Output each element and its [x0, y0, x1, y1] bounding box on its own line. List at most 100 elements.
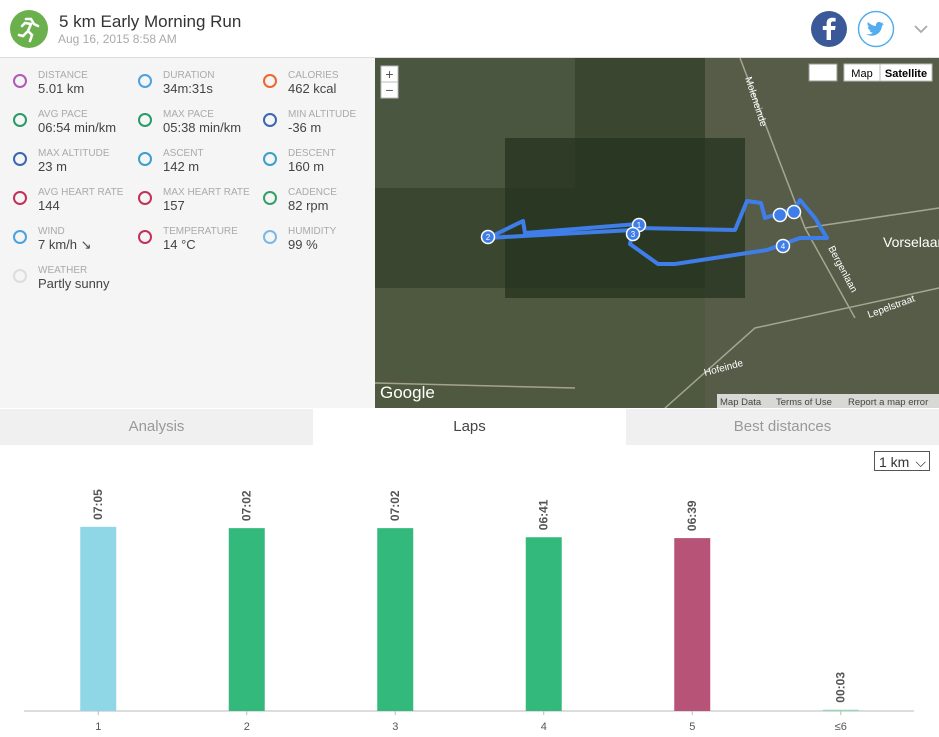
lap-unit-value: 1 km: [879, 454, 910, 470]
value-label: 06:39: [685, 500, 699, 531]
header-graphics: 5 km Early Morning Run Aug 16, 2015 8:58…: [10, 10, 928, 48]
map-type-label: Map: [851, 68, 872, 80]
value-label: 00:03: [834, 672, 848, 703]
stat-label: ASCENT: [163, 148, 204, 159]
stat-label: DURATION: [163, 70, 215, 81]
stat-value: 462 kcal: [288, 81, 337, 96]
stat-value: 14 °C: [163, 237, 196, 252]
tab[interactable]: Best distances: [733, 418, 832, 435]
map-forest: [505, 138, 745, 298]
map-toggle: [808, 63, 838, 82]
stat-icon: [13, 269, 27, 283]
tab[interactable]: Laps: [313, 409, 626, 445]
facebook-glyph: [822, 17, 836, 40]
stat-value: 7 km/h ↘: [38, 237, 92, 252]
stat-value: 82 rpm: [288, 198, 329, 213]
route-marker: [775, 238, 791, 254]
x-tick-label: 2: [244, 721, 250, 733]
route-marker-label: 1: [637, 221, 642, 230]
stat-label: MAX PACE: [163, 109, 214, 120]
map-type-label: Satellite: [885, 68, 927, 80]
stat-label: CALORIES: [288, 70, 339, 81]
stat-icon: [138, 230, 152, 244]
bar: [80, 526, 117, 711]
tabs: Analysis Laps Best distances: [0, 409, 939, 445]
x-tick-label: 3: [392, 721, 398, 733]
laps-chart: 1 07:05 2 07:02 3 07:02 4 06:41 5 06:39 ≤6 00:03: [24, 489, 914, 733]
pin-marker: [786, 204, 802, 220]
stat-value: 23 m: [38, 159, 67, 174]
x-tick-label: 4: [541, 721, 547, 733]
tab[interactable]: Analysis: [128, 418, 185, 435]
map-logo: Google: [380, 383, 435, 402]
map-road: [375, 58, 939, 408]
stat-icon: [13, 113, 27, 127]
stat-label: DISTANCE: [38, 70, 88, 81]
value-label: 07:02: [388, 490, 402, 521]
stat-value: 05:38 min/km: [163, 120, 242, 135]
stat-icon: [13, 152, 27, 166]
value-label: 07:02: [240, 490, 254, 521]
map[interactable]: +−Map SatelliteVorselaarMoleneindeLepelst…: [375, 58, 939, 408]
zoom-label: −: [385, 82, 393, 98]
stat-label: MIN ALTITUDE: [288, 109, 357, 120]
stat-icon: [263, 191, 277, 205]
value-label: 06:41: [537, 499, 551, 530]
expand-chevron[interactable]: [914, 25, 928, 34]
x-tick-label: ≤6: [835, 721, 847, 733]
stat-label: TEMPERATURE: [163, 226, 238, 237]
stat-label: AVG PACE: [38, 109, 88, 120]
map-footer-link[interactable]: Report a map error: [848, 397, 928, 408]
stat-icon: [263, 230, 277, 244]
stat-label: MAX HEART RATE: [163, 187, 250, 198]
bar: [525, 537, 562, 711]
stat-icon: [138, 74, 152, 88]
stat-label: WEATHER: [38, 265, 88, 276]
stat-icon: [263, 152, 277, 166]
x-tick-label: 5: [689, 721, 695, 733]
bar: [674, 538, 711, 711]
stat-label: CADENCE: [288, 187, 337, 198]
stat-icon: [263, 113, 277, 127]
stat-icon: [138, 152, 152, 166]
lap-unit-select[interactable]: 1 km ⌵: [874, 451, 930, 471]
header: 5 km Early Morning Run Aug 16, 2015 8:58…: [0, 0, 939, 58]
route-marker-label: 2: [486, 233, 491, 242]
twitter-glyph: [866, 22, 884, 36]
place-label: Vorselaar: [883, 234, 939, 250]
stat-icon: [138, 113, 152, 127]
activity-date: Aug 16, 2015 8:58 AM: [58, 32, 177, 46]
stat-icon: [13, 191, 27, 205]
stat-value: 144: [38, 198, 60, 213]
x-tick-label: 1: [95, 721, 101, 733]
map-type-button[interactable]: [879, 63, 933, 82]
stat-label: AVG HEART RATE: [38, 187, 124, 198]
stat-value: 99 %: [288, 237, 318, 252]
zoom-button[interactable]: [380, 81, 399, 99]
stat-label: HUMIDITY: [288, 226, 337, 237]
zoom-label: +: [385, 66, 393, 82]
stat-value: 06:54 min/km: [38, 120, 117, 135]
stat-icon: [13, 230, 27, 244]
stat-icon: [263, 74, 277, 88]
map-footer-link[interactable]: Terms of Use: [776, 397, 832, 408]
route-marker-label: 4: [781, 242, 786, 251]
map-footer-link[interactable]: Map Data: [720, 397, 762, 408]
stat-value: 142 m: [163, 159, 200, 174]
stats-panel: DISTANCE 5.01 km DURATION 34m:31s CALORIES 46…: [0, 58, 375, 408]
stat-value: 5.01 km: [38, 81, 85, 96]
map-footer: [717, 394, 939, 408]
stat-value: 34m:31s: [163, 81, 213, 96]
pin-marker: [772, 207, 788, 223]
route-marker: [480, 229, 496, 245]
bar: [377, 528, 414, 711]
value-label: 07:05: [91, 489, 105, 520]
stat-label: MAX ALTITUDE: [38, 148, 110, 159]
stat-label: WIND: [38, 226, 65, 237]
route-marker: [625, 226, 641, 242]
stat-icon: [138, 191, 152, 205]
stat-value: 157: [163, 198, 185, 213]
stat-icon: [13, 74, 27, 88]
